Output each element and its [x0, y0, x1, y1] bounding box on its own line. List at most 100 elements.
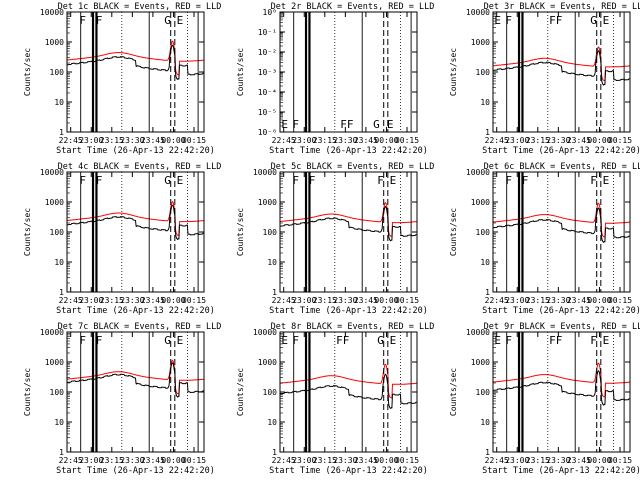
x-tick-label: 00:00	[374, 136, 398, 145]
y-axis-label: Counts/sec	[449, 208, 458, 256]
y-tick-label: 100	[476, 228, 491, 237]
flag-label: F	[292, 118, 299, 131]
x-tick-label: 23:00	[505, 136, 529, 145]
x-tick-label: 00:15	[608, 456, 632, 465]
y-tick-label: 100	[50, 388, 65, 397]
y-tick-label: 10	[480, 98, 490, 107]
lld-series-line	[67, 359, 205, 395]
x-tick-label: 23:45	[141, 456, 165, 465]
x-tick-label: 23:45	[354, 456, 378, 465]
x-axis-label: Start Time (26-Apr-13 22:42:20)	[56, 146, 215, 156]
lld-series-line	[67, 40, 205, 76]
flag-label: FF	[549, 14, 562, 27]
panel-title: Det 7c BLACK = Events, RED = LLD	[58, 322, 222, 332]
y-tick-label: 1	[485, 448, 490, 457]
x-tick-label: 23:00	[79, 296, 103, 305]
flag-label: F	[377, 174, 384, 187]
events-series-line	[493, 207, 631, 243]
x-tick-label: 23:00	[79, 456, 103, 465]
y-axis-label: Counts/sec	[23, 368, 32, 416]
x-axis-label: Start Time (26-Apr-13 22:42:20)	[56, 466, 215, 476]
flag-label: FF	[549, 334, 562, 347]
flag-label: F	[79, 14, 86, 27]
y-tick-label: 1000	[45, 198, 64, 207]
y-tick-label: 10	[480, 258, 490, 267]
y-tick-label: 10000	[253, 328, 277, 337]
flag-label: E	[177, 334, 184, 347]
plot-frame	[492, 171, 631, 293]
y-tick-label: 1000	[45, 358, 64, 367]
y-tick-label: 10⁻²	[258, 48, 277, 57]
x-tick-label: 00:00	[161, 296, 185, 305]
x-tick-label: 23:30	[120, 296, 144, 305]
x-tick-label: 22:45	[485, 456, 509, 465]
panel-title: Det 8r BLACK = Events, RED = LLD	[271, 322, 435, 332]
flag-label: G	[164, 174, 171, 187]
flag-label: G	[377, 334, 384, 347]
x-tick-label: 23:30	[546, 296, 570, 305]
x-tick-label: 23:30	[333, 456, 357, 465]
y-axis-label: Counts/sec	[449, 48, 458, 96]
y-tick-label: 1	[59, 288, 64, 297]
x-tick-label: 00:00	[161, 456, 185, 465]
flag-label: F	[292, 334, 299, 347]
flag-label: E	[177, 174, 184, 187]
x-tick-label: 23:45	[141, 296, 165, 305]
flag-label: F	[96, 174, 103, 187]
panel-title: Det 2r BLACK = Events, RED = LLD	[271, 2, 435, 12]
y-axis-label: Counts/sec	[23, 208, 32, 256]
x-tick-label: 23:45	[567, 136, 591, 145]
x-tick-label: 23:30	[546, 456, 570, 465]
events-series-line	[67, 362, 204, 398]
x-tick-label: 23:45	[567, 456, 591, 465]
x-tick-label: 22:45	[272, 296, 296, 305]
flag-label: F	[79, 334, 86, 347]
x-tick-label: 23:00	[505, 456, 529, 465]
x-tick-label: 23:30	[120, 456, 144, 465]
x-axis-label: Start Time (26-Apr-13 22:42:20)	[482, 146, 640, 156]
y-tick-label: 100	[476, 388, 491, 397]
y-tick-label: 1000	[258, 198, 277, 207]
x-tick-label: 23:45	[567, 296, 591, 305]
x-tick-label: 00:00	[374, 456, 398, 465]
x-tick-label: 23:30	[120, 136, 144, 145]
y-tick-label: 10	[267, 418, 277, 427]
lld-series-line	[67, 200, 204, 236]
flag-label: F	[590, 334, 597, 347]
flag-label: F	[505, 174, 512, 187]
flag-label: F	[79, 174, 86, 187]
y-tick-label: 10	[54, 258, 64, 267]
y-tick-label: 100	[50, 68, 65, 77]
y-tick-label: 10	[54, 418, 64, 427]
flag-label: E	[390, 174, 397, 187]
flag-label: F	[96, 334, 103, 347]
y-tick-label: 100	[263, 228, 278, 237]
flag-label: E	[494, 334, 501, 347]
x-tick-label: 23:30	[333, 136, 357, 145]
flag-label: E	[494, 14, 501, 27]
plot-frame	[66, 171, 205, 293]
x-tick-label: 23:00	[292, 456, 316, 465]
y-tick-label: 1	[59, 448, 64, 457]
x-tick-label: 23:00	[79, 136, 103, 145]
y-tick-label: 10⁻⁶	[258, 128, 277, 137]
flag-label: E	[387, 118, 394, 131]
events-series-line	[67, 44, 205, 81]
y-tick-label: 10⁰	[263, 8, 277, 17]
y-tick-label: 10	[267, 258, 277, 267]
plot-frame	[279, 11, 418, 133]
x-axis-label: Start Time (26-Apr-13 22:42:20)	[482, 306, 640, 316]
x-tick-label: 00:15	[182, 456, 206, 465]
y-tick-label: 100	[263, 388, 278, 397]
x-tick-label: 23:15	[100, 296, 124, 305]
flag-label: E	[177, 14, 184, 27]
x-tick-label: 23:00	[292, 136, 316, 145]
x-tick-label: 23:45	[354, 296, 378, 305]
y-tick-label: 100	[476, 68, 491, 77]
y-tick-label: 1	[59, 128, 64, 137]
lld-series-line	[493, 362, 631, 398]
y-tick-label: 10⁻³	[258, 68, 277, 77]
